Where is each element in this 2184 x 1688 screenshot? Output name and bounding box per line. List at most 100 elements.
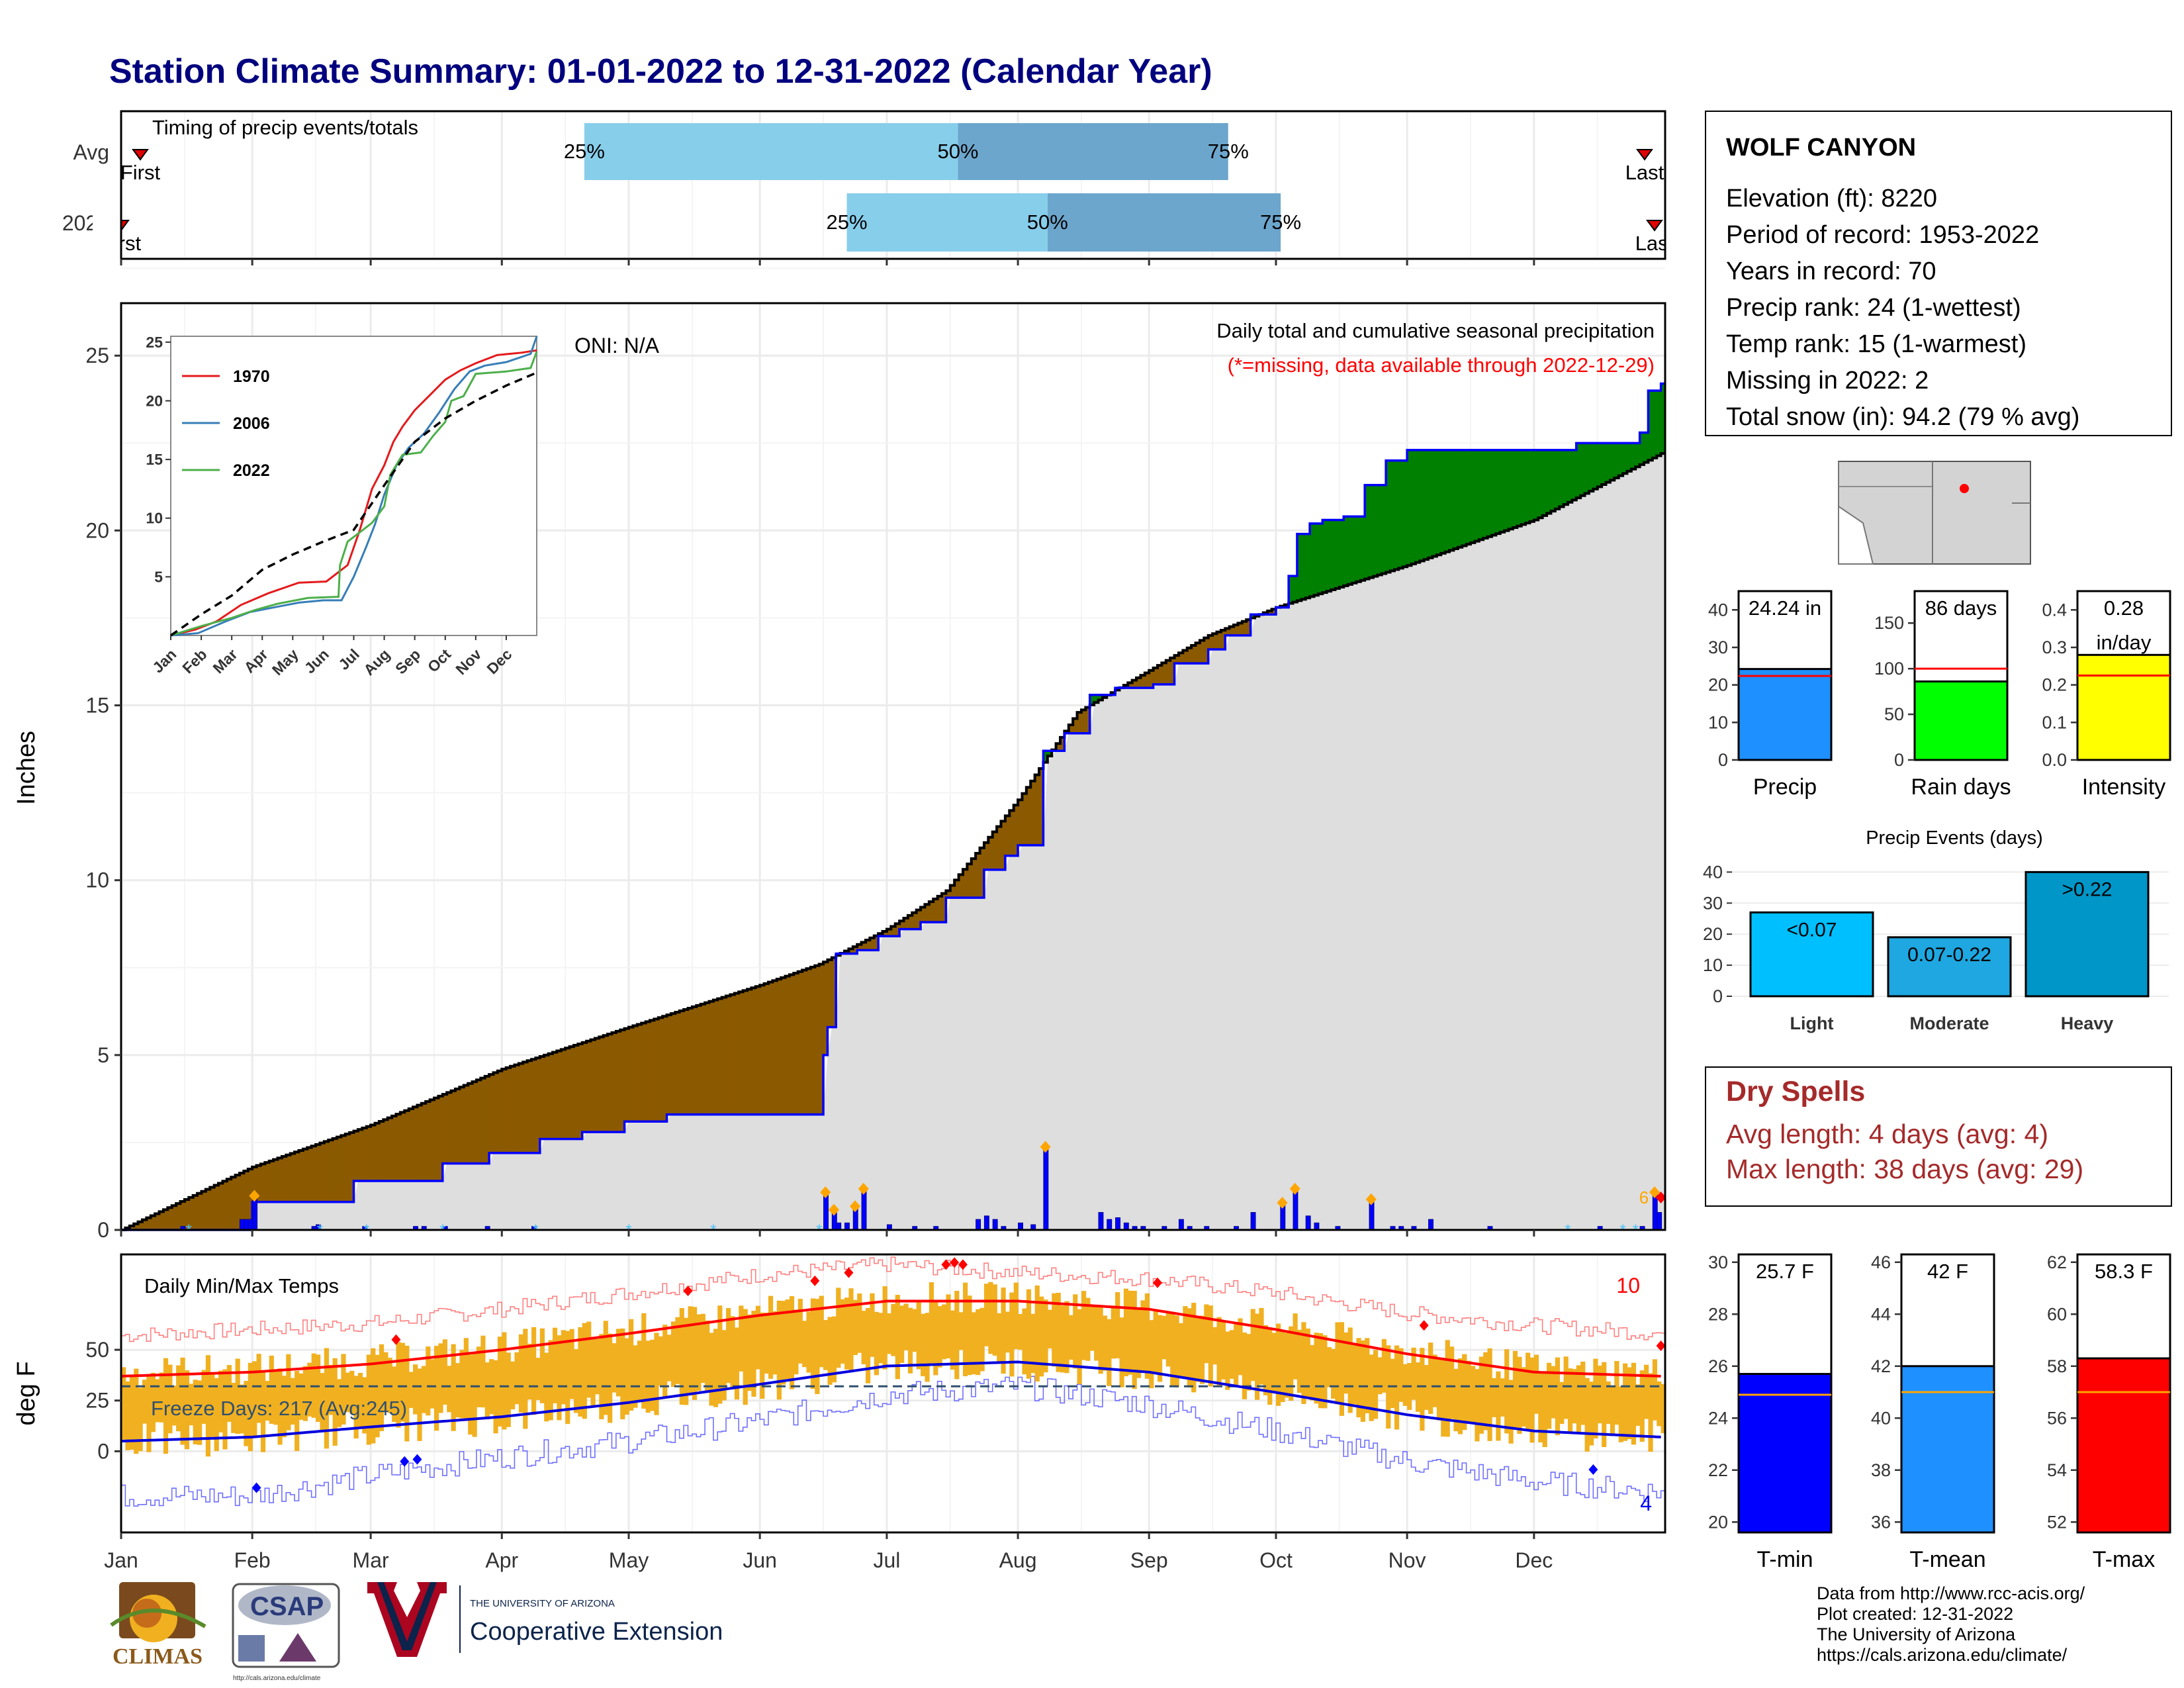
- daily-precip-bar: [239, 1219, 245, 1231]
- credit-line: https://cals.arizona.edu/climate/: [1817, 1645, 2068, 1665]
- station-info-line: Precip rank: 24 (1-wettest): [1726, 294, 2021, 322]
- deficit-area: [666, 1015, 672, 1115]
- y-tick-label: 50: [85, 1338, 109, 1362]
- daily-temp-range: [235, 1358, 240, 1434]
- large-event-marker: [858, 1182, 869, 1195]
- daily-temp-range: [1606, 1381, 1611, 1425]
- inset-y-tick-label: 5: [154, 568, 163, 585]
- surplus-area: [1453, 449, 1459, 549]
- daily-temp-range: [171, 1385, 177, 1426]
- daily-temp-range: [1593, 1358, 1598, 1439]
- daily-temp-range: [1339, 1322, 1345, 1416]
- ua-extension-text: Cooperative Extension: [470, 1618, 723, 1646]
- daily-temp-range: [649, 1339, 655, 1411]
- deficit-area: [629, 1027, 634, 1122]
- daily-temp-range: [624, 1338, 629, 1415]
- deficit-area: [184, 1199, 189, 1230]
- deficit-area: [764, 983, 769, 1115]
- daily-temp-range: [1432, 1354, 1437, 1407]
- deficit-area: [531, 1059, 536, 1153]
- deficit-area: [675, 1012, 680, 1115]
- daily-temp-range: [197, 1380, 203, 1445]
- inset-series-line: [170, 351, 538, 637]
- y-tick-label: 0: [97, 1218, 109, 1242]
- deficit-area: [277, 1158, 283, 1202]
- record-low-marker: [251, 1482, 261, 1493]
- y-tick-label: 62: [2047, 1252, 2067, 1272]
- deficit-area: [1056, 743, 1061, 751]
- daily-temp-range: [260, 1370, 266, 1452]
- daily-temp-range: [1572, 1369, 1577, 1424]
- y-tick-label: 10: [1703, 955, 1723, 975]
- location-map: [1838, 461, 2031, 565]
- daily-temp-range: [1343, 1332, 1349, 1394]
- daily-temp-range: [413, 1364, 418, 1415]
- deficit-area: [1208, 635, 1213, 650]
- daily-temp-range: [1034, 1285, 1040, 1382]
- x-tick-label: Mar: [353, 1548, 389, 1572]
- daily-temp-range: [929, 1282, 934, 1364]
- surplus-area: [1394, 460, 1399, 570]
- surplus-area: [1424, 449, 1429, 560]
- surplus-area: [1360, 516, 1365, 581]
- category-label: T-min: [1757, 1547, 1813, 1572]
- deficit-area: [506, 1067, 511, 1153]
- deficit-area: [1229, 626, 1234, 635]
- station-info-line: Elevation (ft): 8220: [1726, 185, 1937, 212]
- deficit-area: [244, 1171, 249, 1230]
- daily-temp-range: [430, 1359, 435, 1409]
- surplus-area: [1547, 449, 1552, 514]
- deficit-area: [979, 847, 985, 898]
- surplus-area: [1555, 449, 1560, 509]
- daily-temp-range: [316, 1354, 321, 1422]
- deficit-area: [502, 1068, 507, 1153]
- daily-temp-range: [582, 1323, 587, 1419]
- station-info-box: WOLF CANYON Elevation (ft): 8220 Period o…: [1705, 111, 2172, 436]
- daily-temp-range: [645, 1340, 651, 1413]
- deficit-area: [222, 1181, 228, 1230]
- surplus-area: [1343, 516, 1349, 586]
- deficit-area: [1140, 675, 1146, 688]
- deficit-area: [392, 1115, 397, 1182]
- timing-panel: Timing of precip events/totals Avg 2022 …: [62, 110, 1702, 260]
- daily-temp-range: [1052, 1293, 1057, 1367]
- daily-temp-range: [1551, 1366, 1556, 1419]
- deficit-area: [518, 1063, 523, 1153]
- deficit-area: [514, 1064, 520, 1153]
- deficit-area: [302, 1149, 308, 1202]
- daily-precip-bar: [248, 1219, 253, 1231]
- event-bar-label: >0.22: [2062, 878, 2113, 900]
- large-event-marker: [1365, 1193, 1377, 1205]
- deficit-area: [260, 1164, 265, 1202]
- deficit-area: [983, 842, 989, 870]
- daily-temp-range: [442, 1339, 447, 1405]
- deficit-area: [349, 1132, 355, 1202]
- record-low-marker: [1588, 1464, 1598, 1475]
- surplus-area: [1661, 383, 1666, 454]
- y-tick-label: 22: [1708, 1460, 1728, 1480]
- csap-logo: CSAP http://cals.arizona.edu/climate: [232, 1583, 340, 1682]
- y-tick-label: 60: [2047, 1304, 2067, 1324]
- x-tick-label: Sep: [1130, 1548, 1168, 1572]
- timing-q75-label: 75%: [1260, 211, 1301, 234]
- deficit-area: [925, 904, 930, 923]
- daily-temp-range: [705, 1320, 710, 1392]
- timing-bar-q50-q75: [1047, 193, 1281, 252]
- daily-temp-range: [925, 1313, 930, 1382]
- deficit-area: [578, 1043, 583, 1139]
- y-tick-label: 20: [1708, 675, 1728, 695]
- deficit-area: [772, 980, 778, 1115]
- daily-temp-range: [1445, 1340, 1450, 1437]
- deficit-area: [705, 1002, 710, 1115]
- daily-precip-bar: [1043, 1149, 1049, 1231]
- y-tick-label: 24: [1708, 1408, 1728, 1428]
- deficit-area: [992, 831, 997, 870]
- daily-temp-range: [1369, 1354, 1374, 1421]
- daily-temp-range: [1047, 1309, 1052, 1349]
- deficit-area: [400, 1112, 405, 1182]
- surplus-area: [1445, 449, 1450, 552]
- daily-temp-range: [1529, 1357, 1535, 1443]
- record-max-line: [121, 1256, 1665, 1342]
- deficit-area: [582, 1042, 587, 1133]
